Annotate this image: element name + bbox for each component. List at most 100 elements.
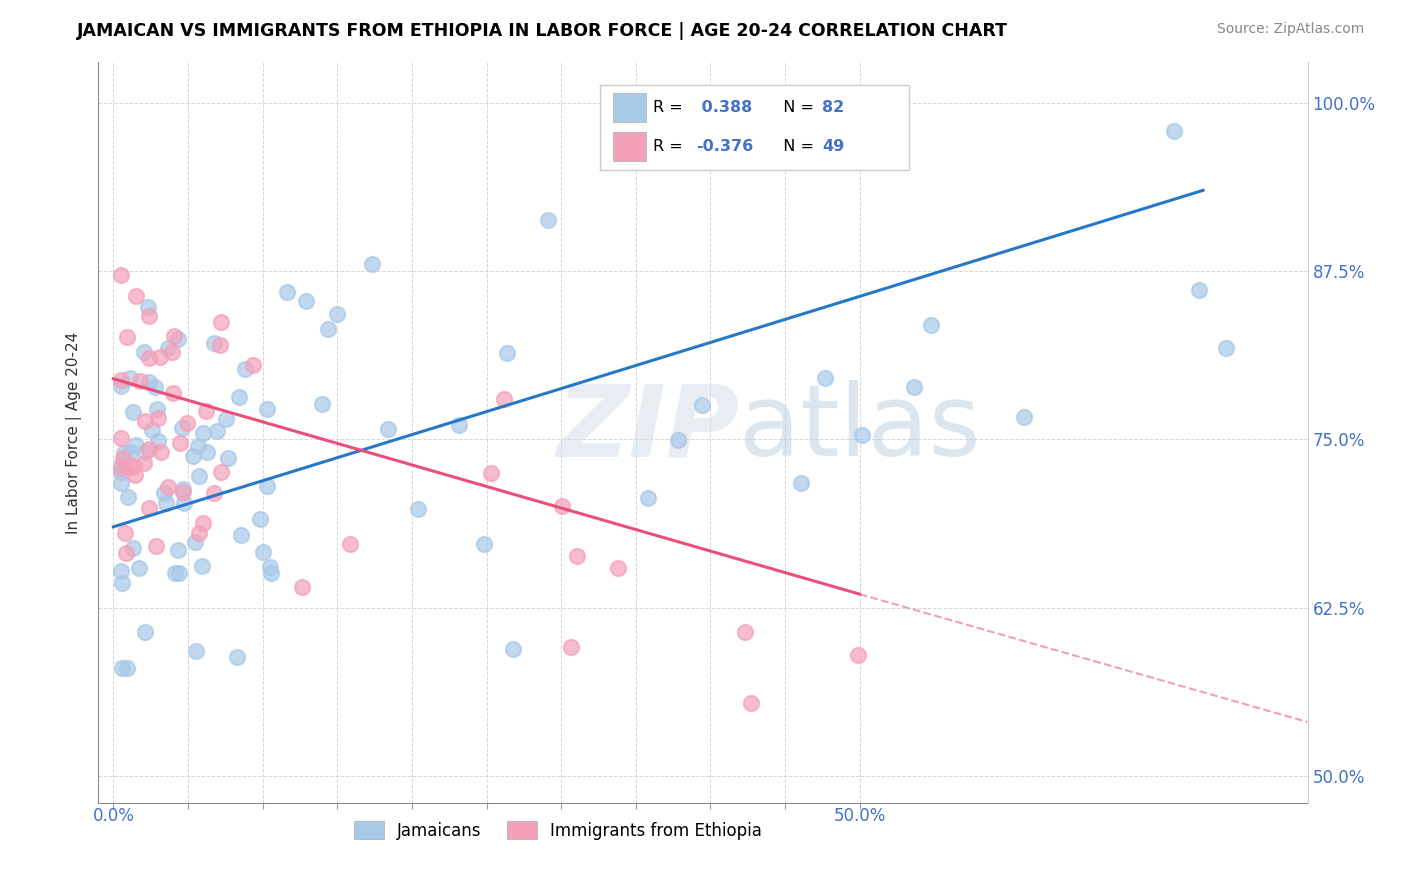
Point (449, 417, 471, 432)
Point (138, 500, 160, 515)
Point (118, 370, 141, 384)
Point (851, 428, 873, 442)
Point (193, 426, 215, 441)
Point (252, 545, 274, 559)
Point (124, 468, 146, 483)
Point (163, 329, 186, 343)
Point (502, 642, 524, 657)
Point (134, 414, 156, 428)
Point (118, 459, 141, 474)
Point (110, 268, 132, 282)
Point (560, 640, 582, 654)
Point (169, 566, 191, 580)
Point (242, 359, 264, 373)
Point (129, 374, 152, 388)
Point (259, 560, 281, 574)
Point (197, 445, 219, 459)
Point (195, 404, 218, 418)
Point (188, 469, 211, 483)
Point (155, 496, 177, 510)
Point (110, 564, 132, 578)
Point (160, 345, 183, 359)
Point (565, 549, 588, 563)
Point (111, 661, 134, 675)
Point (406, 502, 429, 516)
Point (111, 575, 134, 590)
Point (149, 350, 172, 364)
Point (134, 345, 156, 359)
Point (143, 380, 166, 394)
Point (202, 486, 225, 500)
Point (184, 644, 207, 658)
Text: atlas: atlas (740, 380, 981, 477)
Legend: Jamaicans, Immigrants from Ethiopia: Jamaicans, Immigrants from Ethiopia (347, 814, 769, 847)
Point (495, 346, 517, 360)
Text: ZIP: ZIP (557, 380, 740, 477)
Point (690, 398, 713, 412)
Point (110, 461, 132, 475)
Point (110, 379, 132, 393)
Point (128, 561, 150, 575)
Point (790, 476, 813, 491)
Point (479, 466, 502, 480)
Point (125, 289, 148, 303)
Point (260, 566, 283, 580)
Y-axis label: In Labor Force | Age 20-24: In Labor Force | Age 20-24 (66, 332, 83, 533)
Point (276, 285, 298, 300)
Point (734, 624, 756, 639)
Point (814, 371, 837, 385)
Point (256, 479, 278, 493)
Point (112, 446, 135, 460)
Point (145, 402, 167, 417)
Point (1012, 410, 1035, 425)
Point (472, 537, 495, 551)
Point (295, 293, 318, 308)
Point (110, 373, 132, 387)
Point (184, 534, 207, 549)
Point (172, 482, 194, 496)
Point (1188, 283, 1211, 297)
Point (637, 491, 659, 505)
Point (134, 444, 156, 458)
Point (165, 566, 187, 580)
Point (166, 332, 188, 346)
Point (170, 421, 193, 435)
Point (209, 465, 232, 479)
Point (291, 581, 314, 595)
Point (228, 390, 250, 404)
Point (132, 456, 155, 470)
Point (214, 412, 236, 426)
Point (187, 438, 209, 452)
Point (138, 309, 160, 323)
Point (157, 480, 180, 494)
Point (666, 433, 689, 447)
Point (537, 212, 560, 227)
Point (110, 465, 132, 479)
Point (153, 486, 176, 500)
Point (145, 539, 167, 553)
Point (134, 625, 156, 640)
Point (172, 484, 194, 499)
Point (209, 337, 232, 351)
Point (256, 402, 278, 417)
Text: 0.0%: 0.0% (93, 807, 135, 825)
Text: Source: ZipAtlas.com: Source: ZipAtlas.com (1216, 22, 1364, 37)
Point (141, 423, 163, 437)
Point (205, 424, 228, 438)
Point (339, 537, 361, 551)
Point (114, 526, 136, 541)
Point (118, 445, 141, 459)
Point (110, 476, 132, 491)
Point (136, 300, 159, 314)
Text: 50.0%: 50.0% (834, 807, 886, 825)
Point (740, 696, 762, 710)
Point (146, 411, 169, 425)
Point (111, 458, 134, 472)
Point (149, 444, 172, 458)
Point (551, 500, 574, 514)
Point (231, 528, 253, 542)
Point (162, 386, 184, 401)
Point (115, 330, 138, 344)
Point (114, 546, 136, 560)
Point (209, 315, 232, 329)
